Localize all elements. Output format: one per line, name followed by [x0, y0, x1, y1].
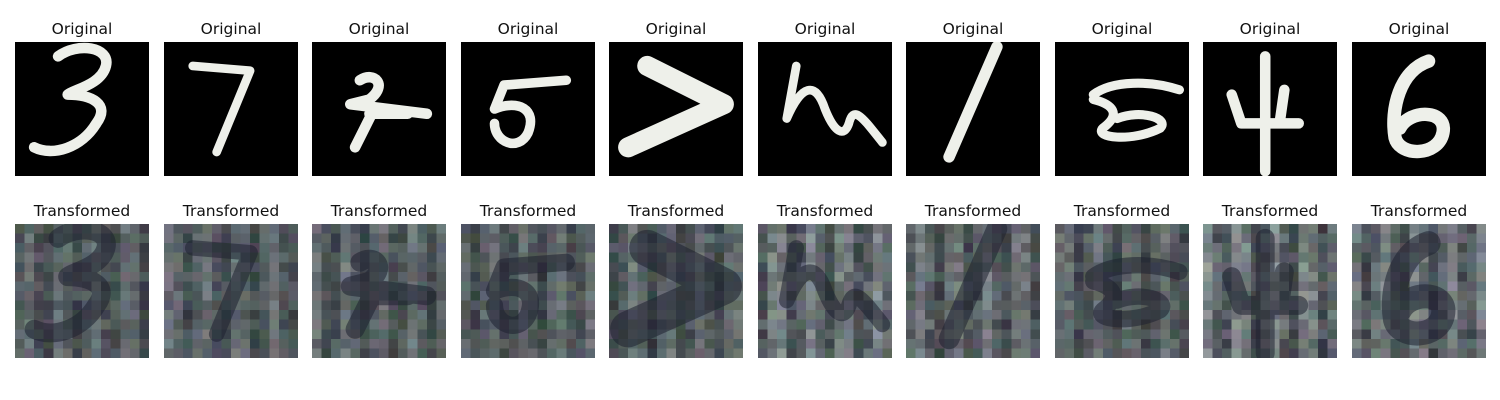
transformed-noise-image	[461, 224, 595, 358]
panel-title: Transformed	[924, 202, 1022, 220]
digit-4-image	[1203, 42, 1337, 176]
panel-title: Original	[348, 20, 410, 38]
panel-title: Transformed	[1221, 202, 1319, 220]
panel-title: Transformed	[330, 202, 428, 220]
digit-2-image	[312, 42, 446, 176]
panel-title: Original	[497, 20, 559, 38]
panel-title: Original	[645, 20, 707, 38]
panel-title: Transformed	[479, 202, 577, 220]
transformed-noise-image	[1203, 224, 1337, 358]
panel-title: Original	[1388, 20, 1450, 38]
transformed-noise-image	[15, 224, 149, 358]
panel-title: Original	[200, 20, 262, 38]
digit-1-image	[906, 42, 1040, 176]
panel-title: Original	[1239, 20, 1301, 38]
transformed-noise-image	[758, 224, 892, 358]
transformed-noise-image	[906, 224, 1040, 358]
digit-6-image	[1352, 42, 1486, 176]
panel-title: Transformed	[627, 202, 725, 220]
panel-title: Transformed	[776, 202, 874, 220]
digit-7-image	[164, 42, 298, 176]
digit-8-scribble-image	[1055, 42, 1189, 176]
transformed-noise-image	[1055, 224, 1189, 358]
digit-h-image	[758, 42, 892, 176]
transformed-noise-image	[609, 224, 743, 358]
panel-title: Original	[1091, 20, 1153, 38]
digit-chevron-image	[609, 42, 743, 176]
transformed-noise-image	[1352, 224, 1486, 358]
transformed-noise-image	[164, 224, 298, 358]
panel-title: Transformed	[1073, 202, 1171, 220]
panel-title: Original	[942, 20, 1004, 38]
panel-title: Original	[51, 20, 113, 38]
panel-title: Transformed	[1370, 202, 1468, 220]
panel-title: Transformed	[182, 202, 280, 220]
transformed-noise-image	[312, 224, 446, 358]
digit-5-image	[461, 42, 595, 176]
panel-title: Transformed	[33, 202, 131, 220]
panel-title: Original	[794, 20, 856, 38]
digit-3-image	[15, 42, 149, 176]
